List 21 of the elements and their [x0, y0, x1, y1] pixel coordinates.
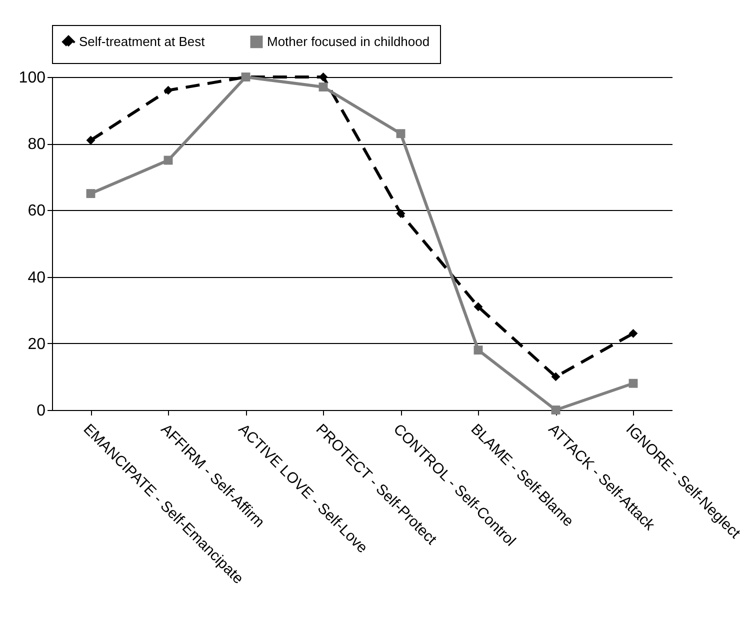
- point: [318, 82, 328, 92]
- point: [164, 86, 173, 95]
- point: [551, 372, 560, 382]
- y-tick-label: 60: [28, 202, 46, 220]
- y-tick-label: 100: [18, 70, 46, 86]
- point: [396, 129, 406, 138]
- point: [474, 346, 483, 355]
- point: [628, 328, 638, 338]
- point: [86, 189, 96, 198]
- y-tick-label: 40: [28, 269, 46, 286]
- point: [86, 136, 96, 145]
- point: [474, 302, 483, 312]
- point: [164, 156, 173, 165]
- legend-label: Mother focused in childhood: [267, 34, 430, 49]
- legend-label: Self-treatment at Best: [79, 34, 206, 49]
- point: [551, 406, 560, 414]
- point: [396, 209, 406, 218]
- point: [628, 378, 638, 388]
- y-tick-label: 0: [36, 402, 46, 420]
- y-tick-label: 80: [28, 136, 46, 154]
- y-tick-label: 20: [28, 336, 46, 353]
